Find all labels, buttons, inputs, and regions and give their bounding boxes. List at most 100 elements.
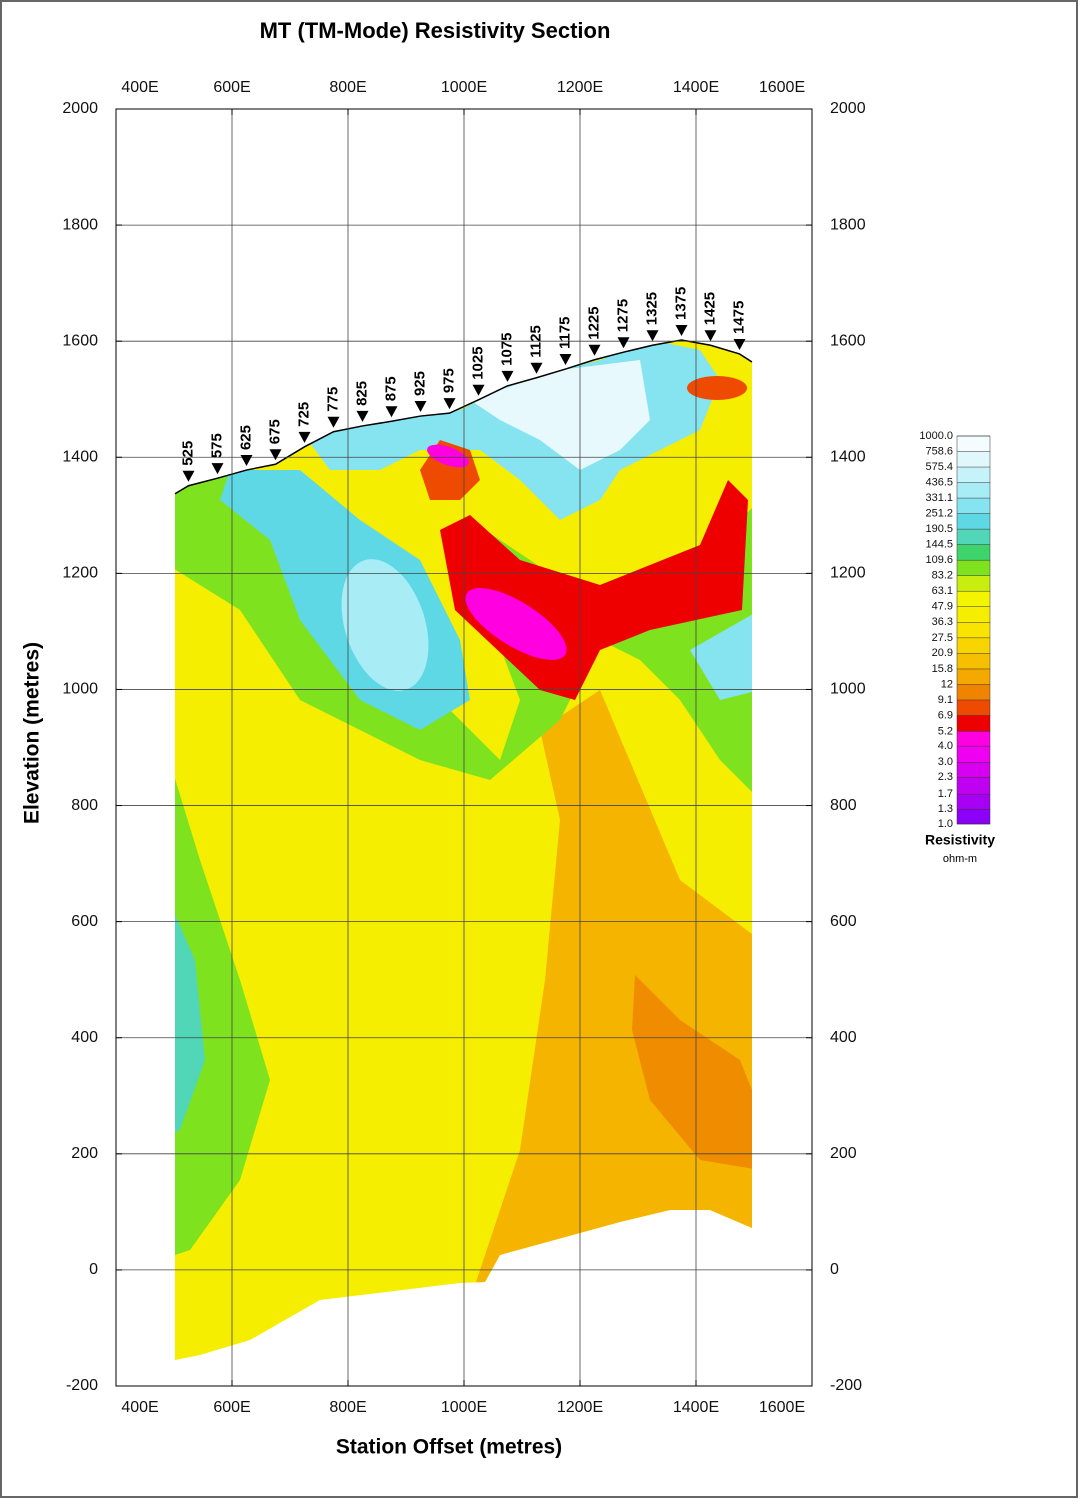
station-marker	[443, 398, 456, 410]
x-tick-label-top: 800E	[329, 79, 366, 96]
colorbar-band	[957, 591, 990, 607]
station-marker	[530, 362, 543, 374]
x-tick-label: 600E	[213, 1399, 250, 1416]
colorbar-label: 27.5	[932, 632, 953, 644]
station-marker	[559, 354, 572, 366]
y-tick-label: 1400	[62, 448, 98, 465]
colorbar-label: 36.3	[932, 616, 953, 628]
colorbar-label: 5.2	[938, 725, 953, 737]
station-label: 1425	[701, 292, 718, 325]
colorbar-band	[957, 482, 990, 499]
station-marker	[414, 401, 427, 413]
x-tick-label: 1200E	[557, 1399, 603, 1416]
zone-orange	[470, 690, 752, 1300]
station-label: 625	[237, 425, 254, 450]
y-tick-label-right: 1000	[830, 681, 866, 698]
colorbar-label: 83.2	[932, 570, 953, 582]
colorbar-band	[957, 699, 990, 716]
colorbar-label: 251.2	[925, 508, 953, 520]
x-tick-label: 1600E	[759, 1399, 805, 1416]
station-marker	[646, 330, 659, 342]
y-tick-label: 1800	[62, 216, 98, 233]
x-tick-label-top: 1600E	[759, 79, 805, 96]
station-marker	[588, 344, 601, 356]
colorbar-label: 190.5	[925, 523, 953, 535]
x-tick-label: 800E	[329, 1399, 366, 1416]
colorbar-label: 1.3	[938, 803, 953, 815]
colorbar-label: 575.4	[925, 461, 953, 473]
colorbar-label: 9.1	[938, 694, 953, 706]
station-label: 1375	[672, 287, 689, 320]
colorbar-label: 109.6	[925, 554, 953, 566]
colorbar-label: 47.9	[932, 601, 953, 613]
x-axis-title: Station Offset (metres)	[336, 1436, 562, 1459]
station-marker	[182, 470, 195, 482]
y-tick-label-right: 1600	[830, 332, 866, 349]
station-label: 1275	[614, 299, 631, 332]
zone-magenta-small	[427, 444, 469, 468]
colorbar-band	[957, 637, 990, 654]
colorbar-band	[957, 467, 990, 483]
station-label: 725	[295, 402, 312, 427]
station-label: 975	[440, 368, 457, 393]
x-tick-label-top: 1200E	[557, 79, 603, 96]
resistivity-field	[175, 340, 752, 1361]
colorbar-label: 15.8	[932, 663, 953, 675]
colorbar-title: Resistivity	[925, 832, 995, 848]
colorbar-label: 63.1	[932, 585, 953, 597]
colorbar-band	[957, 513, 990, 530]
colorbar-band	[957, 777, 990, 795]
colorbar-band	[957, 544, 990, 561]
y-tick-label-right: 2000	[830, 100, 866, 117]
x-tick-label: 1000E	[441, 1399, 487, 1416]
y-tick-label: 600	[71, 913, 98, 930]
y-tick-label-right: 200	[830, 1145, 857, 1162]
colorbar-band	[957, 575, 990, 592]
station-label: 675	[266, 419, 283, 444]
station-label: 1175	[556, 316, 573, 349]
colorbar-label: 1.0	[938, 818, 953, 830]
colorbar-band	[957, 436, 990, 452]
colorbar-unit: ohm-m	[943, 853, 977, 865]
colorbar-band	[957, 794, 990, 810]
y-tick-label: 1600	[62, 332, 98, 349]
colorbar-band	[957, 668, 990, 685]
station-marker	[327, 416, 340, 428]
y-tick-label-right: -200	[830, 1377, 862, 1394]
y-tick-label-right: 400	[830, 1029, 857, 1046]
colorbar-band	[957, 498, 990, 514]
station-marker	[211, 463, 224, 475]
colorbar-label: 758.6	[925, 445, 953, 457]
colorbar-label: 12	[941, 678, 953, 690]
zone-white-top	[470, 360, 650, 470]
colorbar-label: 436.5	[925, 476, 953, 488]
zone-red-right	[687, 376, 747, 400]
station-label: 1025	[469, 346, 486, 379]
zone-pale-cyan	[341, 559, 429, 691]
station-label: 875	[382, 376, 399, 401]
colorbar-band	[957, 653, 990, 669]
colorbar-band	[957, 606, 990, 623]
zone-cyan-left	[175, 880, 205, 1140]
station-marker	[617, 337, 630, 349]
y-tick-label: -200	[66, 1377, 98, 1394]
colorbar-label: 1000.0	[919, 430, 953, 442]
zone-cyan-right	[690, 610, 752, 700]
station-label: 1075	[498, 333, 515, 366]
y-tick-label: 800	[71, 797, 98, 814]
y-tick-label-right: 0	[830, 1261, 839, 1278]
colorbar-label: 20.9	[932, 647, 953, 659]
zone-magenta	[465, 588, 567, 660]
station-label: 575	[208, 433, 225, 458]
station-marker	[472, 384, 485, 396]
y-tick-label: 2000	[62, 100, 98, 117]
colorbar-band	[957, 529, 990, 545]
colorbar-band	[957, 560, 990, 576]
colorbar-band	[957, 762, 990, 778]
y-axis-title: Elevation (metres)	[21, 642, 44, 824]
colorbar-band	[957, 746, 990, 763]
station-label: 1325	[643, 292, 660, 325]
y-tick-label: 0	[89, 1261, 98, 1278]
